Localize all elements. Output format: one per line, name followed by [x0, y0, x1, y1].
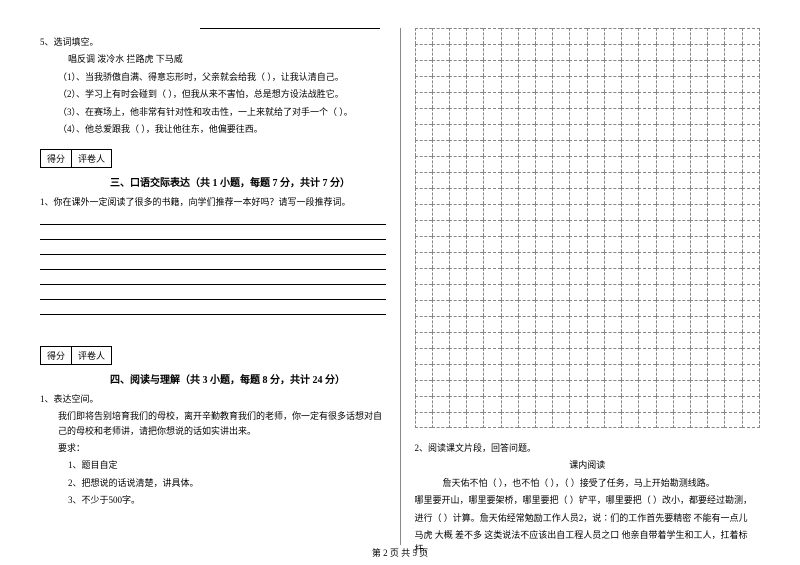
reading-subtitle: 课内阅读 [415, 458, 761, 472]
writing-grid[interactable] [415, 28, 761, 428]
reading-body3: 进行（ ）计算。詹天佑经常勉励工作人员2，说∶们的工作首先要精密 不能有一点儿 [415, 511, 761, 525]
q5-item2: （2）、学习上有时会碰到（ ），但我从来不害怕，总是想方设法战胜它。 [40, 87, 386, 101]
reviewer-label: 评卷人 [72, 150, 111, 167]
req2: 2、把想说的话说清楚，讲具体。 [40, 476, 386, 490]
answer-line[interactable] [40, 303, 386, 315]
q5-words: 唱反调 泼冷水 拦路虎 下马威 [40, 52, 386, 66]
q5-item3: （3）、在赛场上，他非常有针对性和攻击性，一上来就给了对手一个（ ）。 [40, 105, 386, 119]
section4-title: 四、阅读与理解（共 3 小题，每题 8 分，共计 24 分） [110, 371, 386, 386]
q5-title: 5、选词填空。 [40, 35, 386, 49]
page-footer: 第 2 页 共 5 页 [0, 546, 800, 559]
section4-q1-title: 1、表达空间。 [40, 392, 386, 406]
reading-body1: 詹天佑不怕（ ），也不怕（ ），（ ）接受了任务，马上开始勘测线路。 [415, 476, 761, 490]
reviewer-label: 评卷人 [72, 347, 111, 364]
section3-q1: 1、你在课外一定阅读了很多的书籍，向学们推荐一本好吗？请写一段推荐词。 [40, 195, 386, 209]
answer-line[interactable] [40, 213, 386, 225]
q5-item4: （4）、他总爱跟我（ ），我让他往东，他偏要往西。 [40, 122, 386, 136]
answer-line[interactable] [40, 288, 386, 300]
score-label: 得分 [41, 150, 72, 167]
score-box-4: 得分 评卷人 [40, 346, 112, 365]
section3-title: 三、口语交际表达（共 1 小题，每题 7 分，共计 7 分） [110, 174, 386, 189]
section4-q1-body: 我们即将告别培育我们的母校，离开辛勤教育我们的老师，你一定有很多话想对自己的母校… [40, 409, 386, 438]
answer-line[interactable] [40, 258, 386, 270]
req1: 1、题目自定 [40, 458, 386, 472]
req3: 3、不少于500字。 [40, 493, 386, 507]
answer-line[interactable] [40, 273, 386, 285]
column-divider [400, 28, 401, 545]
score-box-3: 得分 评卷人 [40, 149, 112, 168]
q5-item1: （1）、当我骄傲自满、得意忘形时，父亲就会给我（ ），让我认清自己。 [40, 70, 386, 84]
answer-line[interactable] [40, 228, 386, 240]
reading-body2: 哪里要开山，哪里要架桥，哪里要把（ ）铲平，哪里要把（ ）改小，都要经过勘测， [415, 493, 761, 507]
req-label: 要求： [40, 441, 386, 455]
reading-q2: 2、阅读课文片段，回答问题。 [415, 441, 761, 455]
header-line [200, 28, 380, 29]
answer-line[interactable] [40, 243, 386, 255]
score-label: 得分 [41, 347, 72, 364]
